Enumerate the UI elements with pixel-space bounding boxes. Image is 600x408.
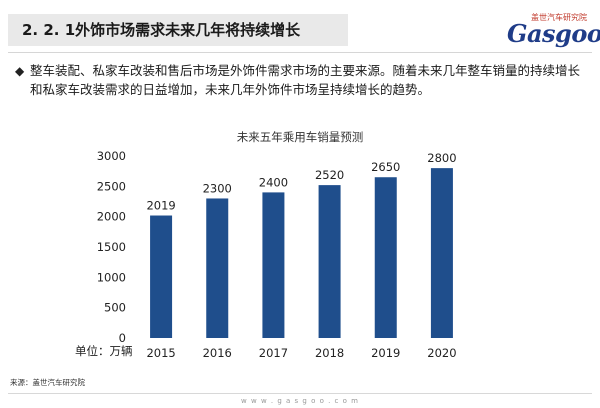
y-tick-label: 1000 [97,270,126,284]
bullet-paragraph: 整车装配、私家车改装和售后市场是外饰件需求市场的主要来源。随着未来几年整车销量的… [30,63,581,97]
x-tick-label: 2020 [427,346,456,360]
bar [430,168,453,338]
bar [150,215,173,338]
data-label: 2400 [259,175,288,189]
x-tick-label: 2015 [146,346,175,360]
header-divider [8,52,592,53]
y-tick-label: 2500 [97,179,126,193]
logo-subtitle: 盖世汽车研究院 [531,13,587,22]
y-tick-label: 1500 [97,240,126,254]
data-label: 2520 [315,168,344,182]
data-label: 2650 [371,160,400,174]
chart-title: 未来五年乘用车销量预测 [236,130,364,144]
data-label: 2300 [203,181,232,195]
data-label: 2019 [146,199,175,213]
y-tick-label: 500 [104,301,126,315]
bar [318,185,341,338]
x-tick-label: 2016 [203,346,232,360]
source-note: 来源：盖世汽车研究院 [10,378,85,387]
diamond-bullet-icon: ◆ [15,64,25,78]
x-tick-label: 2019 [371,346,400,360]
x-tick-label: 2017 [259,346,288,360]
data-label: 2800 [427,151,456,165]
bar [206,198,229,338]
y-tick-label: 2000 [97,210,126,224]
bar [374,177,397,338]
bar [262,192,285,338]
unit-label: 单位：万辆 [75,344,133,358]
page-title: 2. 2. 1外饰市场需求未来几年将持续增长 [22,21,301,39]
y-tick-label: 3000 [97,149,126,163]
footer-divider [8,393,592,394]
x-tick-label: 2018 [315,346,344,360]
title-bar [8,14,348,46]
footer-url: w w w . g a s g o o . c o m [241,397,359,405]
y-tick-label: 0 [119,331,126,345]
logo-wordmark: Gasgoo [507,19,600,48]
